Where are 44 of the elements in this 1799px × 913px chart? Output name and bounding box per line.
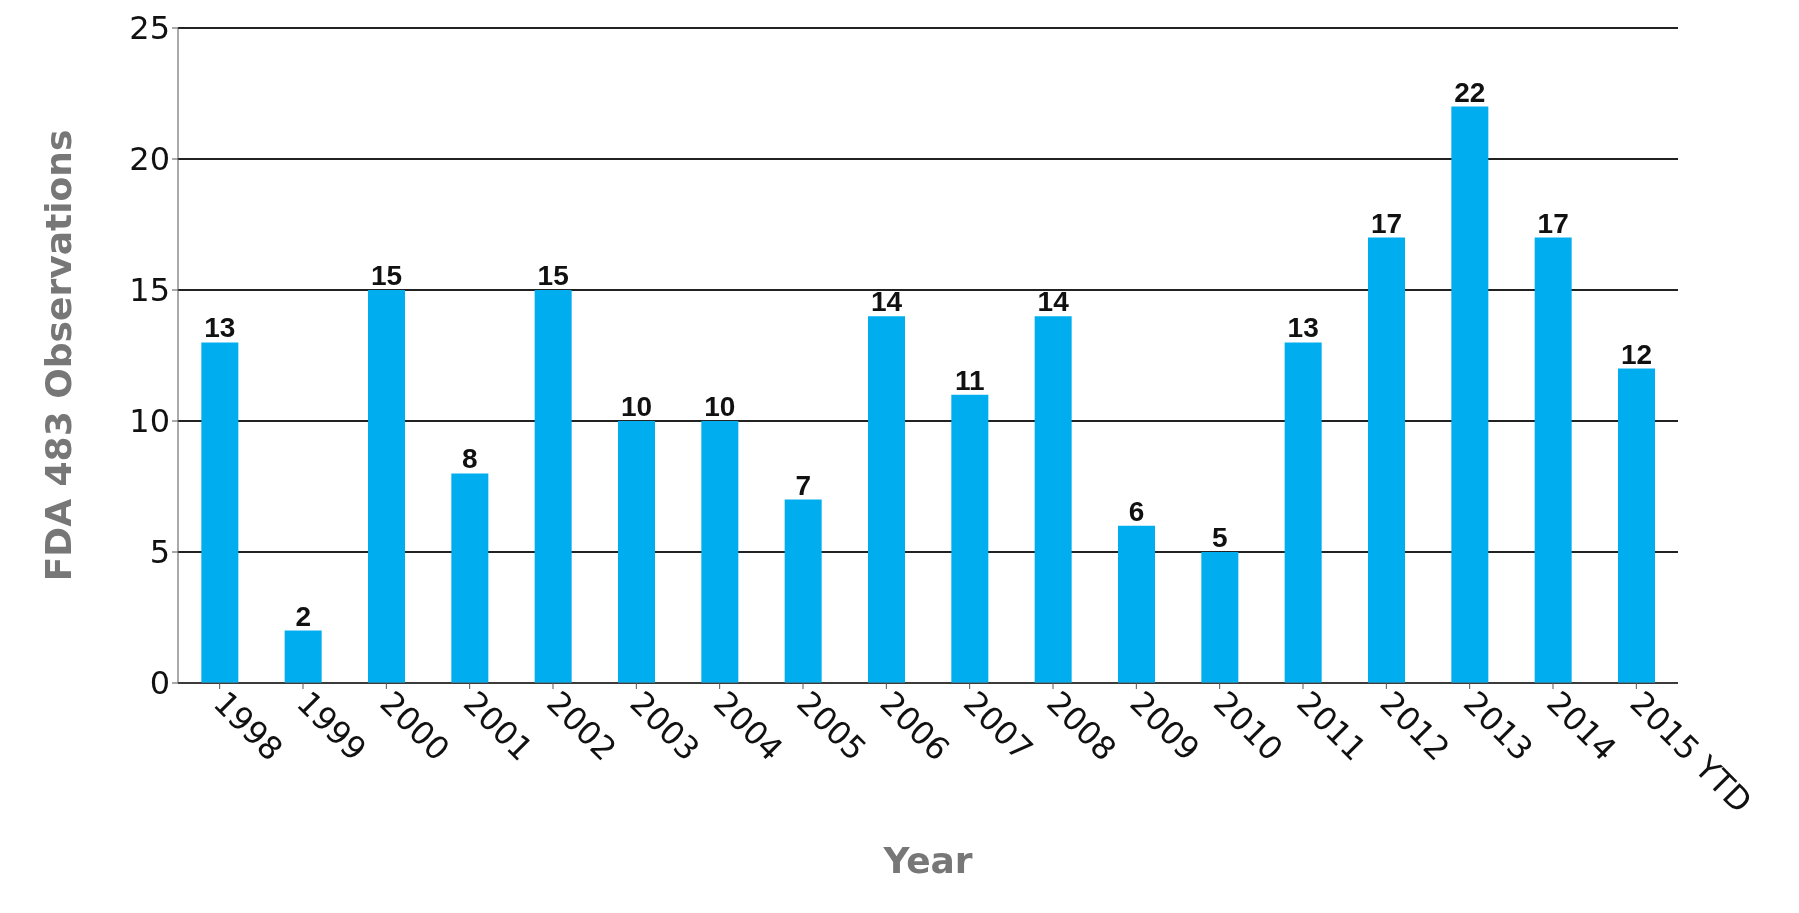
y-tick-label: 0	[149, 664, 170, 703]
y-tick-label: 15	[129, 271, 170, 310]
data-label: 17	[1537, 207, 1569, 239]
data-label: 6	[1128, 495, 1145, 527]
bar	[784, 499, 822, 683]
bar	[1534, 237, 1572, 683]
y-tick-label: 20	[129, 140, 170, 179]
data-label: 11	[955, 364, 985, 396]
data-label: 10	[620, 391, 653, 422]
y-tick-label: 25	[129, 9, 170, 48]
data-label: 13	[1287, 312, 1319, 344]
bar	[1118, 525, 1155, 683]
bar	[368, 290, 405, 683]
bar	[1034, 316, 1072, 683]
bar	[534, 290, 572, 683]
data-label: 15	[370, 260, 403, 291]
y-tick-label: 10	[129, 402, 170, 441]
data-label: 5	[1212, 522, 1228, 553]
bar	[951, 394, 989, 683]
data-label: 8	[462, 443, 478, 475]
data-label: 7	[795, 469, 811, 501]
data-label: 17	[1370, 207, 1403, 239]
data-label: 14	[870, 286, 903, 318]
bar	[1368, 237, 1405, 683]
data-label: 13	[204, 312, 236, 344]
data-label: 2	[295, 600, 311, 632]
bar	[868, 316, 905, 683]
x-axis-title: Year	[882, 840, 973, 881]
bar	[1201, 552, 1239, 683]
bar	[284, 630, 322, 683]
bar	[451, 473, 489, 683]
data-label: 12	[1620, 338, 1653, 370]
bar	[1284, 342, 1322, 683]
data-label: 14	[1037, 286, 1070, 318]
y-tick-label: 5	[149, 533, 170, 572]
data-label: 10	[704, 391, 736, 422]
bar	[201, 342, 239, 683]
bar	[1451, 106, 1489, 683]
data-label: 15	[537, 260, 569, 291]
bar	[701, 421, 739, 683]
y-axis-title: FDA 483 Observations	[37, 129, 79, 582]
bar	[618, 421, 655, 683]
data-label: 22	[1454, 76, 1486, 108]
bar	[1618, 368, 1655, 683]
